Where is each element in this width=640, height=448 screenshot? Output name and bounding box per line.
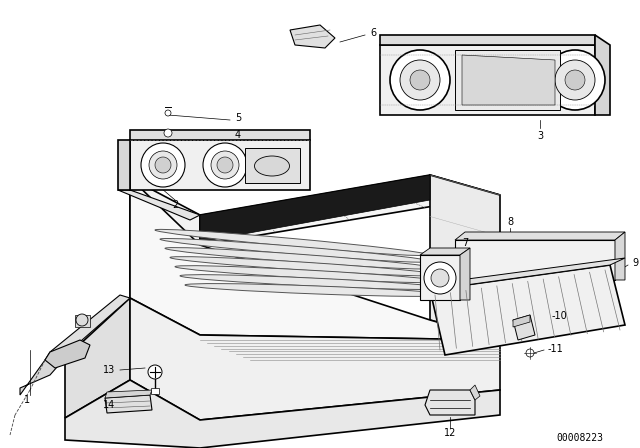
Polygon shape <box>455 240 615 280</box>
Circle shape <box>155 157 171 173</box>
Text: 2: 2 <box>172 200 178 210</box>
Circle shape <box>164 129 172 137</box>
Text: 3: 3 <box>537 131 543 141</box>
Polygon shape <box>420 248 470 255</box>
Circle shape <box>400 60 440 100</box>
Text: 4: 4 <box>235 130 241 140</box>
Text: 6: 6 <box>370 28 376 38</box>
Ellipse shape <box>255 156 289 176</box>
Polygon shape <box>455 232 625 240</box>
Text: 8: 8 <box>507 217 513 227</box>
Circle shape <box>431 269 449 287</box>
Polygon shape <box>105 395 152 413</box>
Circle shape <box>76 314 88 326</box>
Circle shape <box>545 50 605 110</box>
Polygon shape <box>20 358 65 395</box>
Text: 12: 12 <box>444 428 456 438</box>
Ellipse shape <box>185 284 450 297</box>
Polygon shape <box>200 175 430 242</box>
Circle shape <box>555 60 595 100</box>
Polygon shape <box>130 178 200 335</box>
Circle shape <box>217 157 233 173</box>
Polygon shape <box>290 25 335 48</box>
Ellipse shape <box>170 257 440 276</box>
Text: 13: 13 <box>103 365 115 375</box>
Ellipse shape <box>165 248 436 269</box>
Circle shape <box>565 70 585 90</box>
Polygon shape <box>118 190 200 220</box>
Polygon shape <box>595 35 610 115</box>
Ellipse shape <box>155 229 430 256</box>
Circle shape <box>526 349 534 357</box>
Bar <box>151 388 159 394</box>
Polygon shape <box>430 258 625 290</box>
Ellipse shape <box>160 238 433 263</box>
Polygon shape <box>430 175 500 340</box>
Polygon shape <box>513 315 530 327</box>
Circle shape <box>149 151 177 179</box>
Polygon shape <box>105 390 152 398</box>
Polygon shape <box>460 248 470 300</box>
Circle shape <box>203 143 247 187</box>
Polygon shape <box>455 50 560 110</box>
Circle shape <box>165 110 171 116</box>
Text: 14: 14 <box>103 400 115 410</box>
Polygon shape <box>130 130 310 140</box>
Ellipse shape <box>175 266 444 283</box>
Polygon shape <box>118 140 130 190</box>
Ellipse shape <box>180 275 447 289</box>
Circle shape <box>141 143 185 187</box>
Text: -11: -11 <box>548 344 564 354</box>
Polygon shape <box>130 298 500 420</box>
Circle shape <box>424 262 456 294</box>
Polygon shape <box>130 178 500 340</box>
Bar <box>245 148 300 183</box>
Polygon shape <box>380 45 595 115</box>
Polygon shape <box>200 175 500 245</box>
Polygon shape <box>470 385 480 400</box>
Circle shape <box>148 365 162 379</box>
Text: -10: -10 <box>552 311 568 321</box>
Polygon shape <box>130 178 200 335</box>
Polygon shape <box>65 298 130 418</box>
Bar <box>75 315 90 327</box>
Polygon shape <box>425 390 475 415</box>
Text: 9: 9 <box>632 258 638 268</box>
Circle shape <box>390 50 450 110</box>
Polygon shape <box>45 340 90 368</box>
Polygon shape <box>462 55 555 105</box>
Circle shape <box>211 151 239 179</box>
Circle shape <box>410 70 430 90</box>
Polygon shape <box>45 295 130 360</box>
Polygon shape <box>513 315 535 340</box>
Text: 5: 5 <box>235 113 241 123</box>
Polygon shape <box>615 232 625 280</box>
Polygon shape <box>65 380 500 448</box>
Polygon shape <box>380 35 595 45</box>
Polygon shape <box>420 255 460 300</box>
Text: 7: 7 <box>462 238 468 248</box>
Text: 1: 1 <box>24 395 30 405</box>
Polygon shape <box>130 140 310 190</box>
Polygon shape <box>430 265 625 355</box>
Text: 00008223: 00008223 <box>557 433 604 443</box>
